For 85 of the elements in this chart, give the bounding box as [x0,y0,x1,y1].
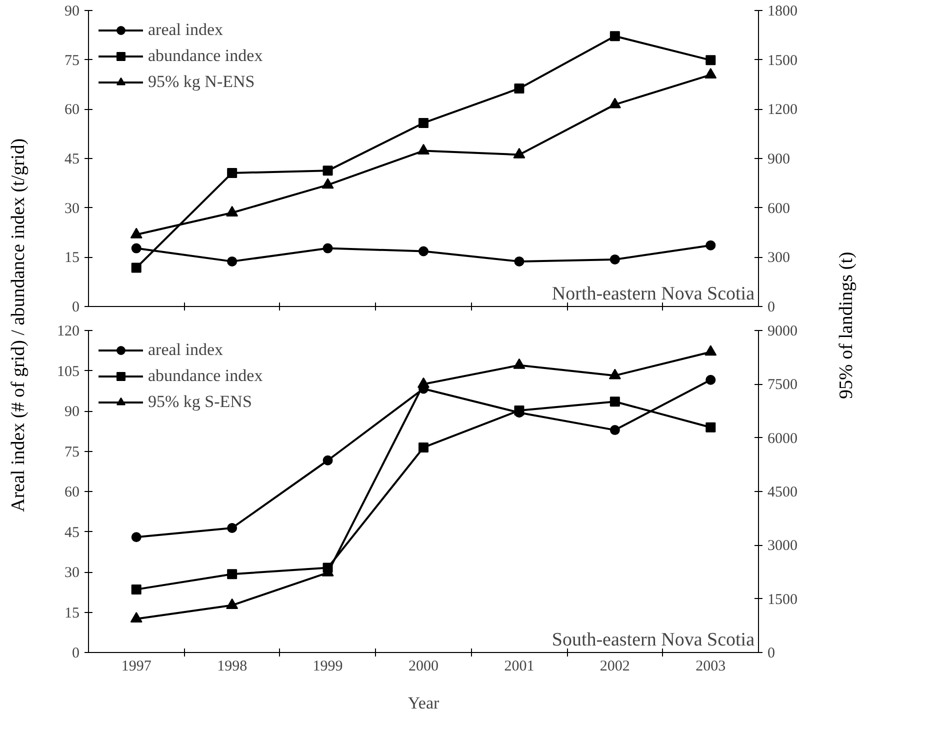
y2-tick-label: 900 [768,152,790,168]
y-tick-label: 0 [72,646,80,662]
legend-label: areal index [148,340,224,360]
y2-tick-label: 1500 [768,592,798,608]
y2-tick-label: 300 [768,250,790,266]
point [513,148,526,158]
annotation: South-eastern Nova Scotia [552,630,756,650]
point [227,569,238,580]
y-tick-label: 0 [72,300,80,316]
point [610,254,620,264]
legend-label: abundance index [148,46,263,66]
y2-tick-label: 1800 [768,4,798,20]
point [610,425,620,436]
point [322,178,334,189]
point [418,377,430,388]
y2-tick-label: 1500 [768,52,798,69]
point [322,243,333,254]
point [418,442,428,452]
x-tick-label: 2000 [408,658,438,674]
y-tick-label: 45 [64,524,80,541]
point [227,256,238,266]
point [131,262,142,273]
y-tick-label: 120 [57,324,80,340]
y2-tick-label: 0 [768,300,775,316]
annotation: North-eastern Nova Scotia [552,284,756,304]
point [131,532,142,542]
point [706,422,716,432]
point [513,358,526,369]
legend-label: areal index [148,20,224,40]
y-tick-label: 30 [64,200,80,217]
legend-label: abundance index [148,366,263,386]
y-tick-label: 15 [64,605,80,622]
y-axis-title: Areal index (# of grid) / abundance index (t/grid) [7,138,30,512]
y-tick-label: 60 [64,484,80,500]
x-tick-label: 2001 [504,658,534,674]
point [227,168,238,178]
x-tick-label: 2002 [600,658,630,674]
y2-tick-label: 1200 [768,102,798,118]
point [131,584,142,594]
y2-tick-label: 3000 [768,538,798,554]
point [418,144,430,154]
y-tick-label: 75 [64,52,80,69]
point [704,345,717,356]
point [226,206,238,216]
y-tick-label: 15 [64,250,80,266]
y-tick-label: 75 [64,444,80,460]
x-tick-label: 2003 [696,658,726,674]
y2-tick-label: 6000 [768,430,798,447]
point [608,98,621,108]
point [130,612,142,623]
y2-tick-label: 600 [768,200,790,217]
point [704,68,717,78]
y2-tick-label: 4500 [768,484,798,500]
y2-tick-label: 0 [768,646,775,662]
legend-label: 95% kg N-ENS [148,72,255,92]
point [418,246,428,256]
point [130,228,142,238]
point [610,31,620,42]
point [706,374,716,385]
point [514,256,524,266]
point [608,368,621,380]
point [226,598,238,609]
point [706,240,716,250]
point [514,83,524,94]
point [322,166,333,176]
x-axis-title: Year [408,694,440,712]
point [610,396,620,407]
y-tick-label: 90 [64,4,80,20]
x-tick-label: 1998 [217,658,248,674]
y-tick-label: 45 [64,152,80,168]
y2-axis-title: 95% of landings (t) [835,251,858,399]
point [706,55,716,66]
y-tick-label: 105 [57,364,80,380]
y-tick-label: 30 [64,565,80,581]
y2-tick-label: 9000 [768,324,798,340]
y-tick-label: 90 [64,404,80,420]
y-tick-label: 60 [64,102,80,118]
point [322,455,333,466]
legend-label: 95% kg S-ENS [148,392,252,412]
point [227,523,238,533]
x-tick-label: 1999 [312,658,343,674]
point [418,118,428,128]
point [131,243,142,254]
x-tick-label: 1997 [121,658,152,674]
y2-tick-label: 7500 [768,377,798,394]
